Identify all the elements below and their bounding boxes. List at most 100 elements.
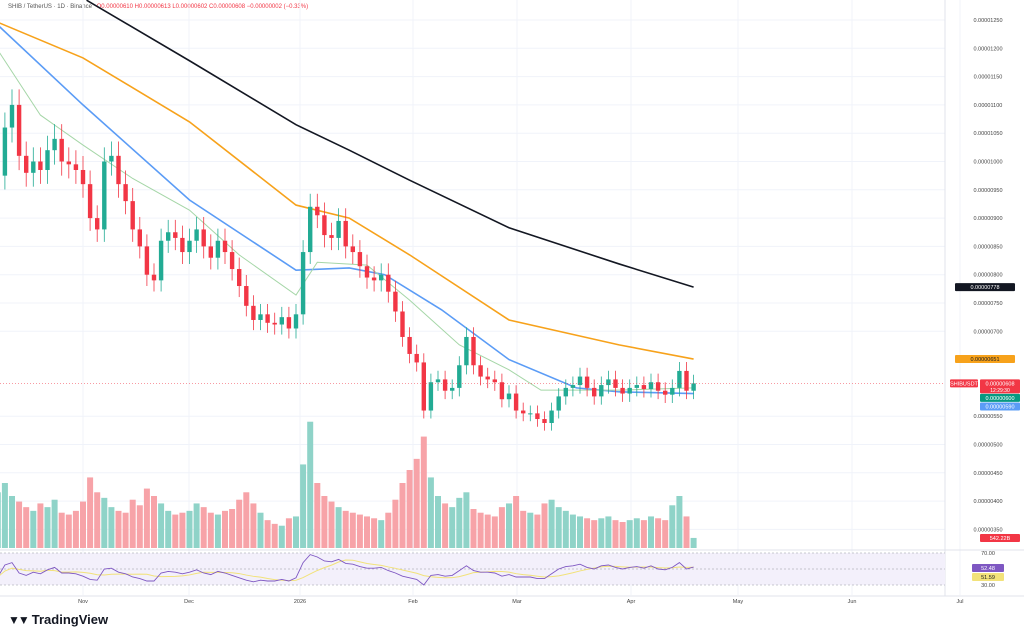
candle <box>400 301 405 347</box>
candle <box>357 240 363 278</box>
candle-body <box>457 365 462 388</box>
price-axis-label: 0.00000550 <box>973 414 1002 420</box>
tradingview-logo[interactable]: ▼▼ TradingView <box>8 612 108 627</box>
volume-bar <box>669 505 676 548</box>
volume-badge: 542.22B <box>990 536 1011 542</box>
candle-body <box>293 314 299 329</box>
candle-body <box>116 155 121 185</box>
candle-body <box>499 382 505 400</box>
candle-body <box>414 353 419 363</box>
volume-bar <box>470 509 477 548</box>
price-axis-label: 0.00001000 <box>973 160 1002 166</box>
candle-body <box>31 161 36 173</box>
candle-body <box>393 291 398 312</box>
volume-bar <box>591 520 598 548</box>
volume-bar <box>172 514 179 548</box>
volume-bar <box>356 514 363 548</box>
price-axis-label: 0.00000950 <box>973 188 1002 194</box>
candle <box>315 193 320 229</box>
candle <box>95 205 100 242</box>
candle-body <box>421 362 426 411</box>
volume-bar <box>243 492 250 548</box>
candle-body <box>87 184 93 219</box>
candle <box>2 112 8 190</box>
candle <box>464 327 469 375</box>
volume-bar <box>58 512 65 548</box>
candle <box>272 312 277 335</box>
candle-body <box>513 393 519 411</box>
candle-body <box>641 385 647 390</box>
volume-bar <box>633 518 640 548</box>
price-axis-label: 0.00000350 <box>973 527 1002 533</box>
volume-bar <box>115 510 122 548</box>
volume-bar <box>555 507 562 548</box>
candle <box>478 356 483 386</box>
price-chart[interactable]: 0.00001250 0.00001200 0.00001150 0.00001100… <box>0 0 1024 605</box>
rsi-value-badge: 52.48 <box>981 566 995 572</box>
volume-bar <box>648 516 654 548</box>
candle-body <box>286 317 292 329</box>
candle <box>513 385 519 419</box>
candle <box>428 373 434 419</box>
volume-bar <box>371 518 378 548</box>
volume-bar <box>193 503 200 548</box>
candle <box>606 370 611 394</box>
candle-body <box>38 161 43 170</box>
candle <box>208 234 213 270</box>
candle-body <box>584 376 590 388</box>
symbol-title[interactable]: SHIB / TetherUS · 1D · Binance <box>8 4 92 10</box>
volume-bar <box>427 477 434 548</box>
volume-bar <box>108 507 115 548</box>
volume-bar <box>158 503 165 548</box>
ma200-price-badge-bg <box>955 283 1015 292</box>
candle-body <box>187 240 192 253</box>
price-axis-label: 0.00001100 <box>974 103 1003 109</box>
candle <box>173 219 178 251</box>
price-axis-label: 0.00000500 <box>973 443 1002 449</box>
candle-body <box>265 314 270 323</box>
candle <box>485 367 490 389</box>
candle-body <box>158 240 164 281</box>
volume-bar <box>278 525 285 548</box>
time-axis-label: 2026 <box>294 599 306 605</box>
candle-body <box>577 376 583 386</box>
ma50-line <box>0 26 694 395</box>
candle-body <box>272 322 277 325</box>
ma100-price-badge-bg <box>955 355 1015 364</box>
last-price-badge: 0.00000608 <box>985 381 1014 387</box>
candle <box>9 89 15 143</box>
volume-bar <box>136 505 143 548</box>
ma100-price-badge: 0.00000651 <box>970 357 999 363</box>
candle-body <box>485 376 490 380</box>
candle <box>677 362 682 397</box>
candle <box>166 219 171 253</box>
volume-bar <box>655 518 662 548</box>
candle <box>322 202 327 248</box>
symbol-badge-bg <box>950 379 978 388</box>
volume-bar <box>87 477 94 548</box>
candle <box>215 228 221 270</box>
candle-body <box>137 229 142 247</box>
volume-bar <box>30 510 37 548</box>
candle-body <box>45 150 50 170</box>
candle <box>87 170 93 231</box>
rsi-value-badge-bg <box>972 564 1004 572</box>
price-axis-label: 0.00001150 <box>974 75 1003 81</box>
volume-bar <box>456 497 463 548</box>
candle-body <box>251 305 256 320</box>
candle-body <box>80 169 86 185</box>
volume-bar <box>491 516 498 548</box>
volume-bar <box>207 512 214 548</box>
candle <box>144 234 150 287</box>
price-axis-label: 0.00000400 <box>973 499 1002 505</box>
candle <box>620 379 625 402</box>
volume-bar <box>477 512 484 548</box>
candle <box>655 373 661 400</box>
rsi-ma-value-badge: 51.59 <box>981 575 995 581</box>
volume-bar <box>676 496 683 548</box>
candle-body <box>606 379 611 386</box>
candle <box>45 135 50 184</box>
candle <box>563 379 568 405</box>
candle <box>414 344 419 372</box>
volume-bar <box>328 501 335 548</box>
